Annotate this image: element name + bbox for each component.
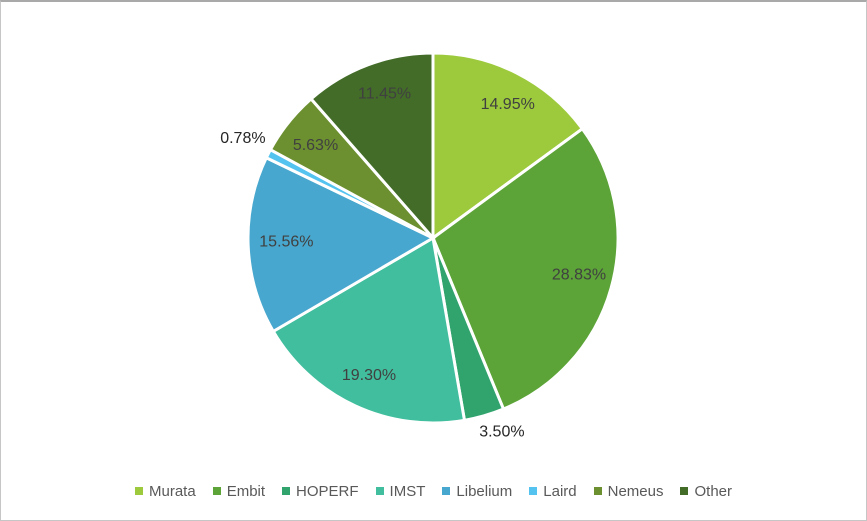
legend-swatch-icon	[442, 487, 451, 495]
legend-item-hoperf: HOPERF	[282, 483, 359, 500]
pie-chart: 14.95% 28.83% 3.50% 19.30% 15.56% 0.78% 5.63% 1…	[220, 51, 620, 440]
slice-label-nemeus: 5.63%	[293, 137, 338, 154]
legend-swatch-icon	[593, 487, 602, 495]
pie-slice-embit	[431, 126, 620, 412]
slice-label-hoperf: 3.50%	[479, 423, 524, 440]
pie-slice-libelium	[246, 155, 437, 334]
slice-label-laird: 0.78%	[220, 130, 265, 147]
legend-label: Embit	[226, 482, 266, 500]
chart-legend: Murata Embit HOPERF IMST Libelium Laird Nemeus…	[1, 476, 866, 506]
legend-swatch-icon	[529, 487, 538, 495]
legend-swatch-icon	[680, 487, 689, 495]
slice-label-libelium: 15.56%	[259, 234, 313, 251]
legend-item-embit: Embit	[212, 482, 266, 500]
slice-label-other: 11.45%	[358, 86, 411, 103]
legend-swatch-icon	[375, 487, 384, 495]
legend-item-libelium: Libelium	[442, 483, 512, 500]
legend-item-murata: Murata	[135, 483, 196, 500]
legend-item-nemeus: Nemeus	[593, 482, 664, 500]
slice-label-imst: 19.30%	[342, 367, 396, 384]
legend-item-laird: Laird	[529, 482, 577, 500]
legend-label: Murata	[149, 482, 196, 500]
legend-swatch-icon	[282, 487, 291, 495]
legend-label: Libelium	[456, 482, 513, 500]
legend-item-imst: IMST	[375, 482, 426, 500]
pie-slice-murata	[431, 51, 585, 241]
pie-slice-other	[308, 51, 435, 242]
legend-label: Nemeus	[607, 482, 664, 500]
legend-label: IMST	[389, 482, 426, 500]
legend-label: Laird	[543, 482, 577, 500]
legend-label: HOPERF	[296, 482, 359, 500]
legend-swatch-icon	[135, 487, 143, 495]
legend-swatch-icon	[212, 487, 221, 495]
slice-label-murata: 14.95%	[481, 96, 535, 113]
slice-label-embit: 28.83%	[552, 267, 606, 284]
pie-slice-imst	[271, 235, 467, 425]
legend-label: Other	[694, 482, 732, 500]
legend-item-other: Other	[680, 483, 732, 500]
